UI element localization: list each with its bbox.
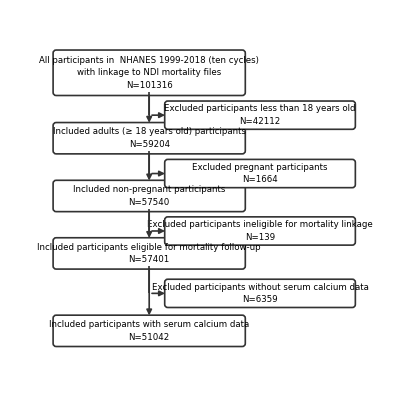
FancyBboxPatch shape <box>165 279 355 308</box>
FancyBboxPatch shape <box>53 122 245 154</box>
FancyBboxPatch shape <box>165 160 355 188</box>
FancyBboxPatch shape <box>165 101 355 129</box>
Text: Included participants with serum calcium data
N=51042: Included participants with serum calcium… <box>49 320 249 342</box>
FancyBboxPatch shape <box>53 50 245 95</box>
Text: All participants in  NHANES 1999-2018 (ten cycles)
with linkage to NDI mortality: All participants in NHANES 1999-2018 (te… <box>39 56 259 90</box>
FancyBboxPatch shape <box>165 217 355 245</box>
Text: Included participants eligible for mortality follow-up
N=57401: Included participants eligible for morta… <box>37 243 261 264</box>
FancyBboxPatch shape <box>53 238 245 269</box>
Text: Excluded pregnant participants
N=1664: Excluded pregnant participants N=1664 <box>192 163 328 184</box>
FancyBboxPatch shape <box>53 180 245 211</box>
Text: Included adults (≥ 18 years old) participants
N=59204: Included adults (≥ 18 years old) partici… <box>53 127 246 149</box>
Text: Excluded participants less than 18 years old
N=42112: Excluded participants less than 18 years… <box>164 105 356 126</box>
Text: Included non-pregnant participants
N=57540: Included non-pregnant participants N=575… <box>73 185 225 207</box>
FancyBboxPatch shape <box>53 315 245 346</box>
Text: Excluded participants ineligible for mortality linkage
N=139: Excluded participants ineligible for mor… <box>147 220 373 242</box>
Text: Excluded participants without serum calcium data
N=6359: Excluded participants without serum calc… <box>152 282 368 304</box>
